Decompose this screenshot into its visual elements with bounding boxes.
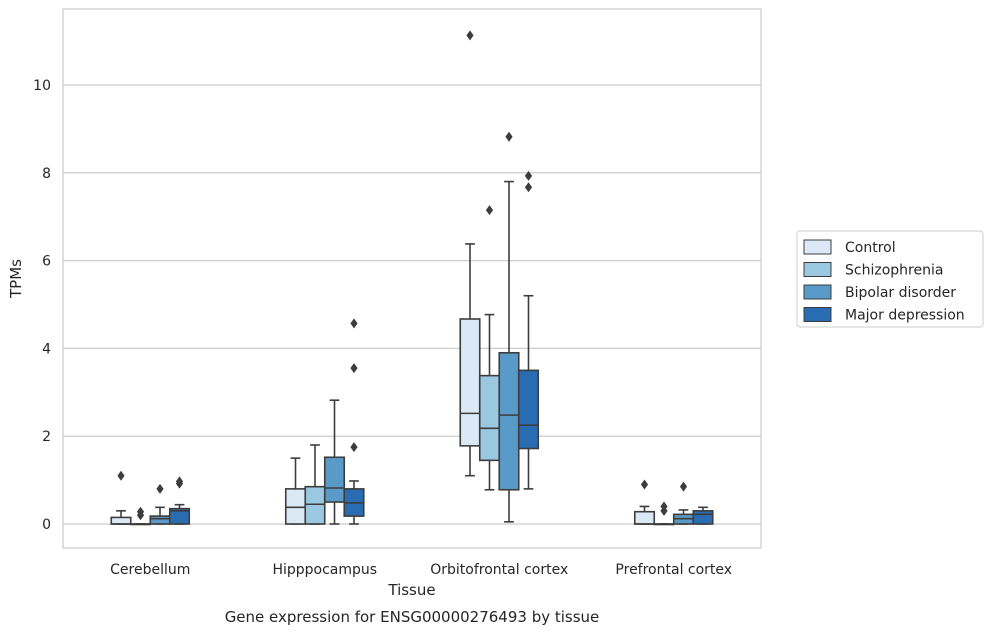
- legend-label: Schizophrenia: [845, 263, 943, 279]
- y-tick-label: 6: [42, 254, 51, 270]
- gridlines: [63, 84, 761, 525]
- outlier-point: [350, 363, 358, 374]
- x-tick-label: Orbitofrontal cortex: [430, 562, 568, 578]
- legend-swatch: [803, 262, 832, 277]
- box-bipolar-disorder: [149, 483, 171, 525]
- legend-swatch: [803, 284, 832, 300]
- box-control: [110, 470, 132, 525]
- outlier-point: [505, 131, 513, 142]
- outlier-point: [524, 182, 533, 193]
- box-body: [692, 510, 714, 525]
- outlier-point: [485, 205, 494, 216]
- legend-items: Control Schizophrenia Bipolar disorder Majo…: [803, 239, 965, 324]
- box-major-depression: [343, 318, 365, 525]
- box-body: [149, 515, 171, 525]
- x-tick-label: Hipppocampus: [272, 562, 377, 578]
- outlier-point: [156, 483, 164, 494]
- outlier-point: [117, 470, 125, 481]
- box-body: [517, 369, 540, 450]
- box-control: [284, 457, 307, 525]
- box-schizophrenia: [653, 501, 675, 526]
- box-body: [284, 488, 307, 525]
- outlier-point: [524, 170, 533, 181]
- y-tick-label: 4: [42, 341, 51, 357]
- box-major-depression: [517, 170, 540, 490]
- legend-label: Bipolar disorder: [845, 285, 956, 301]
- legend-label: Major depression: [845, 308, 965, 324]
- box-body: [304, 485, 326, 525]
- outlier-point: [640, 479, 649, 490]
- box-body: [110, 516, 132, 525]
- x-tick-label: Prefrontal cortex: [615, 562, 732, 578]
- outlier-point: [660, 501, 668, 512]
- legend-swatch: [803, 307, 832, 322]
- box-schizophrenia: [129, 506, 152, 526]
- y-tick-label: 2: [42, 429, 51, 445]
- x-tick-labels: Cerebellum Hipppocampus Orbitofrontal cort…: [110, 562, 732, 578]
- box-control: [459, 30, 481, 477]
- chart-caption: Gene expression for ENSG00000276493 by t…: [225, 608, 600, 626]
- y-tick-labels: 0 2 4 6 8 10: [33, 78, 51, 533]
- outlier-point: [350, 442, 358, 453]
- box-bipolar-disorder: [672, 481, 695, 525]
- plot-area-frame: [62, 8, 762, 549]
- x-tick-label: Cerebellum: [110, 562, 190, 578]
- box-body: [478, 374, 501, 462]
- box-control: [633, 479, 656, 525]
- outlier-point: [679, 481, 688, 492]
- y-tick-label: 8: [42, 166, 51, 182]
- box-schizophrenia: [304, 444, 326, 525]
- y-tick-label: 10: [33, 78, 51, 94]
- legend: Control Schizophrenia Bipolar disorder Majo…: [796, 230, 984, 328]
- outlier-point: [136, 506, 145, 517]
- outlier-point: [175, 476, 184, 487]
- outlier-point: [466, 30, 474, 41]
- box-body: [633, 510, 656, 525]
- box-bipolar-disorder: [498, 131, 520, 523]
- box-body: [323, 456, 346, 503]
- box-body: [168, 507, 191, 525]
- box-body: [498, 351, 520, 491]
- legend-frame: [796, 230, 984, 328]
- box-body: [459, 318, 481, 447]
- outlier-point: [350, 318, 358, 329]
- y-tick-label: 0: [42, 517, 51, 533]
- y-axis-label: TPMs: [7, 259, 25, 299]
- legend-swatch: [803, 239, 832, 255]
- box-schizophrenia: [478, 205, 501, 491]
- x-axis-label: Tissue: [387, 581, 435, 599]
- legend-label: Control: [845, 240, 896, 256]
- box-major-depression: [692, 506, 714, 525]
- box-marks: [110, 30, 714, 526]
- box-bipolar-disorder: [323, 399, 346, 525]
- box-major-depression: [168, 476, 191, 525]
